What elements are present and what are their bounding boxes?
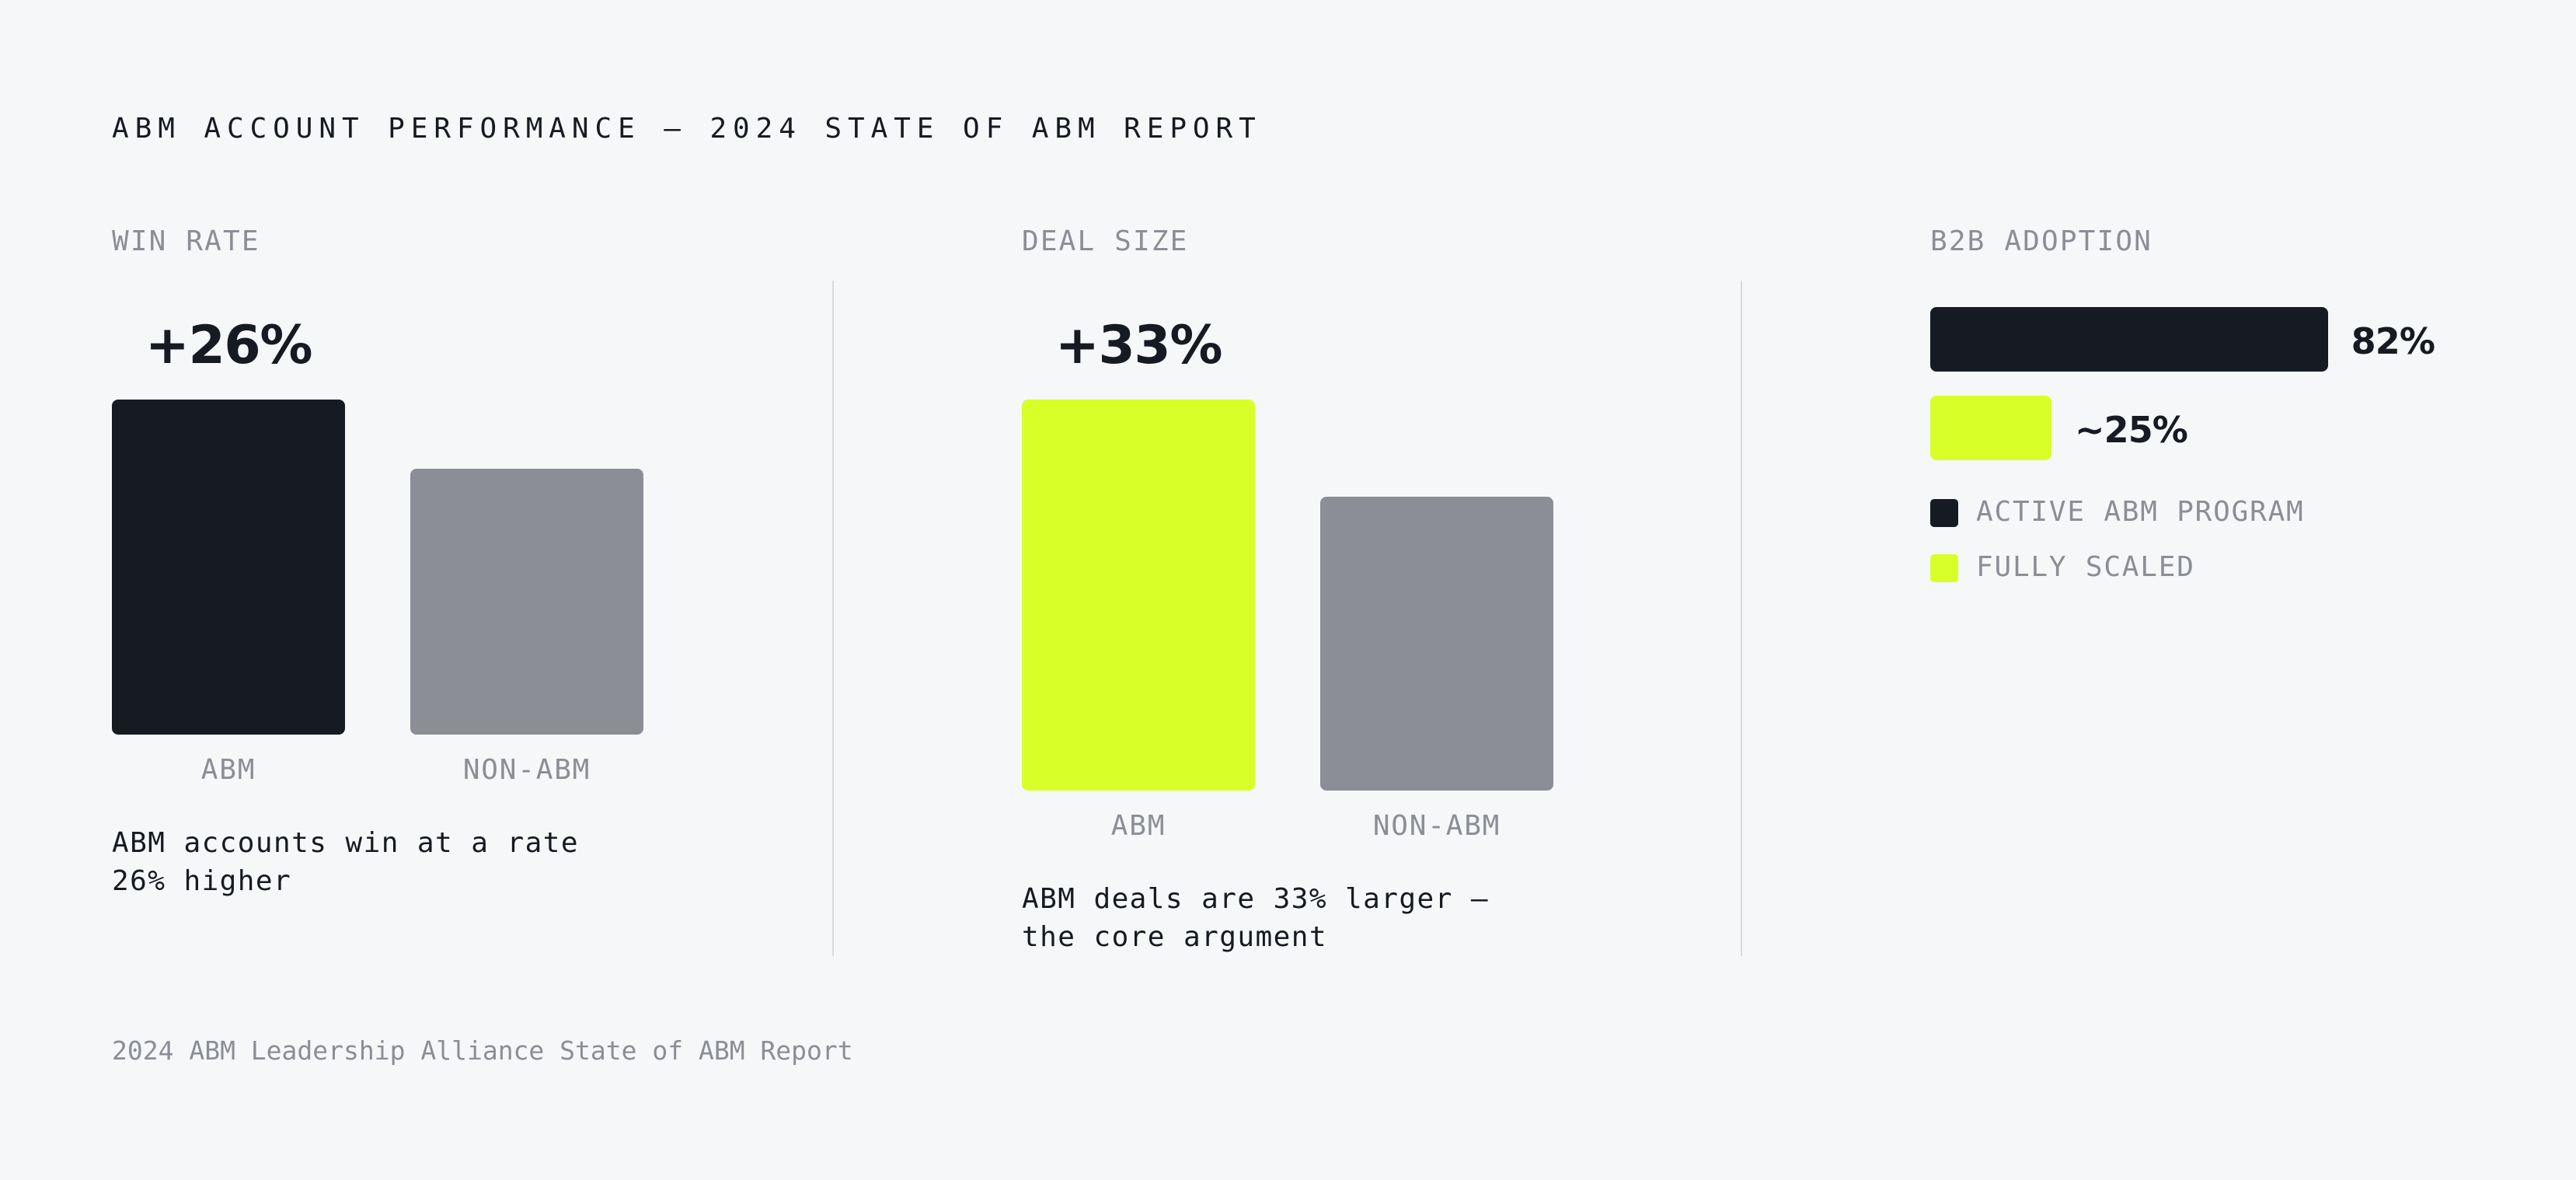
legend-swatch bbox=[1930, 499, 1958, 527]
bar bbox=[1320, 496, 1553, 791]
value-label: ~25% bbox=[2075, 409, 2188, 451]
bar bbox=[1930, 396, 2051, 460]
source: 2024 ABM Leadership Alliance State of AB… bbox=[112, 1035, 853, 1066]
caption: ABM accounts win at a rate 26% higher bbox=[112, 826, 579, 897]
category-label: NON-ABM bbox=[462, 753, 591, 786]
panel-title: B2B ADOPTION bbox=[1930, 225, 2153, 257]
divider bbox=[1741, 281, 1742, 956]
panel-title: DEAL SIZE bbox=[1022, 225, 1189, 257]
legend-label: ACTIVE ABM PROGRAM bbox=[1976, 496, 2305, 528]
category-label: ABM bbox=[1110, 809, 1166, 842]
bar bbox=[112, 400, 345, 735]
panel-title: WIN RATE bbox=[112, 225, 260, 257]
bar bbox=[1930, 307, 2328, 372]
caption: ABM deals are 33% larger — the core argu… bbox=[1022, 882, 1489, 953]
category-label: NON-ABM bbox=[1372, 809, 1501, 842]
annotation: +26% bbox=[145, 315, 313, 376]
legend-label: FULLY SCALED bbox=[1976, 551, 2195, 583]
category-label: ABM bbox=[200, 753, 256, 786]
value-label: 82% bbox=[2351, 320, 2435, 362]
legend-swatch bbox=[1930, 554, 1958, 582]
annotation: +33% bbox=[1054, 315, 1223, 376]
page-title: ABM ACCOUNT PERFORMANCE — 2024 STATE OF … bbox=[112, 113, 1262, 145]
bar bbox=[1022, 400, 1255, 791]
divider bbox=[832, 281, 834, 956]
bar bbox=[410, 468, 643, 735]
